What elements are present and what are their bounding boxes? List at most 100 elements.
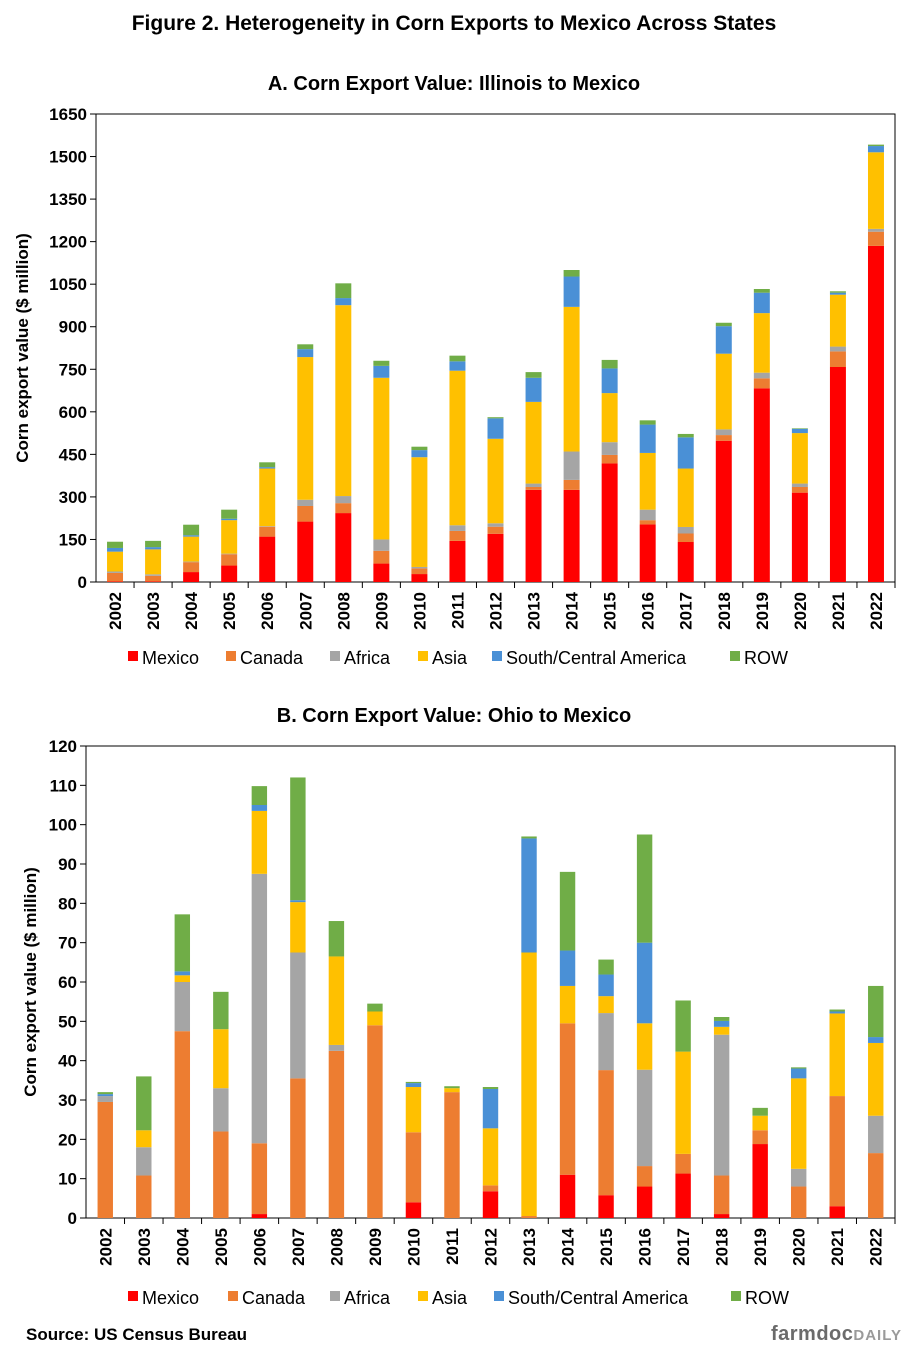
chart-b-bar-canada-2015: [598, 1070, 614, 1196]
chart-a-illinois: A. Corn Export Value: Illinois to Mexico…: [13, 73, 896, 668]
chart-a-bar-mexico-2020: [791, 492, 808, 582]
chart-a-bar-africa-2021: [829, 346, 846, 352]
chart-b-bar-south-central-america-2006: [251, 805, 268, 811]
chart-b-bar-south-central-america-2018: [713, 1020, 730, 1027]
chart-b-x-tick-label: 2017: [674, 1228, 693, 1266]
farmdoc-logo: farmdocDAILY: [771, 1323, 902, 1346]
chart-b-bar-canada-2008: [328, 1050, 345, 1218]
chart-b-y-tick-label: 70: [58, 934, 77, 953]
chart-a-bar-row-2022: [867, 144, 884, 147]
chart-a-bar-row-2011: [449, 355, 466, 362]
chart-a-y-tick-label: 1500: [49, 148, 87, 167]
chart-a-bar-canada-2021: [829, 351, 846, 368]
chart-a-bar-south-central-america-2004: [183, 535, 200, 537]
chart-a-bar-row-2002: [107, 541, 124, 548]
chart-a-legend-swatch-row: [730, 651, 740, 661]
chart-a-bar-asia-2004: [183, 536, 200, 562]
chart-b-legend-swatch-africa: [330, 1291, 340, 1301]
chart-b-bar-row-2022: [868, 985, 884, 1038]
chart-a-x-tick-label: 2014: [563, 591, 582, 629]
chart-a-x-tick-label: 2007: [296, 592, 315, 630]
chart-b-x-tick-label: 2019: [751, 1228, 770, 1266]
chart-b-bar-canada-2018: [713, 1175, 730, 1215]
chart-a-bar-mexico-2010: [411, 574, 428, 582]
chart-b-y-tick-label: 20: [58, 1130, 77, 1149]
chart-b-bar-canada-2011: [444, 1092, 460, 1218]
chart-b-legend-label-canada: Canada: [242, 1288, 306, 1308]
chart-a-bar-asia-2011: [449, 370, 466, 526]
chart-b-bar-row-2021: [829, 1009, 845, 1012]
chart-b-bar-africa-2018: [713, 1034, 730, 1176]
figure-title: Figure 2. Heterogeneity in Corn Exports …: [131, 12, 777, 35]
chart-a-bar-south-central-america-2008: [335, 298, 352, 306]
chart-a-bar-row-2016: [639, 420, 656, 425]
chart-b-y-tick-label: 50: [58, 1012, 77, 1031]
chart-a-bar-asia-2015: [601, 393, 618, 443]
chart-a-bar-mexico-2008: [335, 513, 352, 582]
chart-a-bar-asia-2019: [753, 313, 770, 373]
chart-b-bar-asia-2005: [213, 1029, 229, 1089]
chart-b-bar-mexico-2021: [829, 1206, 845, 1218]
chart-a-bar-south-central-america-2018: [715, 326, 732, 354]
chart-b-bar-canada-2003: [136, 1175, 152, 1218]
chart-b-bar-canada-2022: [868, 1153, 884, 1218]
chart-a-bar-africa-2007: [297, 499, 314, 506]
chart-a-bar-asia-2007: [297, 357, 314, 500]
chart-a-x-tick-label: 2020: [791, 592, 810, 630]
chart-a-bar-canada-2012: [487, 526, 504, 534]
chart-b-bar-asia-2009: [367, 1011, 383, 1026]
chart-b-x-tick-label: 2003: [135, 1228, 154, 1266]
chart-b-bar-asia-2008: [328, 956, 345, 1045]
chart-b-bar-row-2012: [482, 1087, 499, 1089]
chart-a-bar-asia-2002: [107, 551, 124, 572]
chart-b-bar-mexico-2015: [598, 1195, 614, 1218]
chart-a-bar-row-2012: [487, 417, 504, 419]
chart-b-ohio: B. Corn Export Value: Ohio to Mexico 0 10 2…: [21, 705, 896, 1308]
chart-a-bar-asia-2009: [373, 377, 390, 540]
chart-b-y-tick-label: 90: [58, 855, 77, 874]
chart-a-bar-south-central-america-2010: [411, 450, 428, 458]
chart-a-bar-mexico-2016: [639, 524, 656, 582]
chart-a-bar-mexico-2018: [715, 440, 732, 582]
chart-a-bar-canada-2011: [449, 530, 466, 541]
chart-a-bar-mexico-2004: [183, 572, 200, 582]
chart-a-bar-canada-2019: [753, 378, 770, 389]
chart-a-x-tick-label: 2002: [106, 592, 125, 630]
chart-a-bar-africa-2020: [791, 483, 808, 487]
chart-b-x-tick-label: 2022: [867, 1228, 886, 1266]
chart-b-bar-mexico-2017: [675, 1173, 691, 1218]
chart-a-y-tick-label: 1050: [49, 275, 87, 294]
chart-a-bar-row-2006: [259, 462, 276, 468]
chart-b-x-tick-label: 2012: [482, 1228, 501, 1266]
chart-a-bar-africa-2015: [601, 442, 618, 455]
chart-b-bar-row-2004: [174, 914, 191, 972]
chart-b-bar-asia-2011: [444, 1088, 460, 1093]
chart-b-bar-south-central-america-2013: [521, 838, 537, 953]
chart-a-bar-south-central-america-2017: [677, 437, 694, 469]
chart-a-bar-mexico-2021: [829, 367, 846, 582]
chart-b-bar-row-2016: [636, 834, 653, 943]
chart-a-x-tick-label: 2019: [753, 592, 772, 630]
chart-b-bar-canada-2019: [752, 1130, 768, 1145]
chart-b-legend-swatch-row: [731, 1291, 741, 1301]
chart-b-x-tick-label: 2007: [289, 1228, 308, 1266]
chart-b-bar-asia-2007: [290, 902, 306, 953]
chart-a-x-tick-label: 2003: [144, 592, 163, 630]
chart-a-x-tick-label: 2022: [867, 592, 886, 630]
brand-part2: DAILY: [853, 1327, 902, 1344]
chart-b-y-tick-label: 100: [49, 816, 77, 835]
chart-b-bar-south-central-america-2010: [405, 1083, 422, 1088]
chart-b-bar-south-central-america-2014: [559, 950, 576, 986]
chart-a-bar-south-central-america-2011: [449, 361, 466, 371]
chart-b-bar-mexico-2016: [636, 1186, 653, 1218]
chart-b-bar-asia-2015: [598, 996, 614, 1014]
chart-a-bar-row-2004: [183, 524, 200, 536]
chart-b-bar-row-2017: [675, 1000, 691, 1052]
chart-b-bar-row-2003: [136, 1076, 152, 1131]
chart-a-legend-label-mexico: Mexico: [142, 648, 199, 668]
chart-b-bar-africa-2007: [290, 952, 306, 1079]
chart-a-x-tick-label: 2006: [258, 592, 277, 630]
chart-b-legend-label-row: ROW: [745, 1288, 789, 1308]
chart-b-bar-south-central-america-2004: [174, 971, 191, 976]
chart-a-y-tick-label: 750: [59, 360, 87, 379]
